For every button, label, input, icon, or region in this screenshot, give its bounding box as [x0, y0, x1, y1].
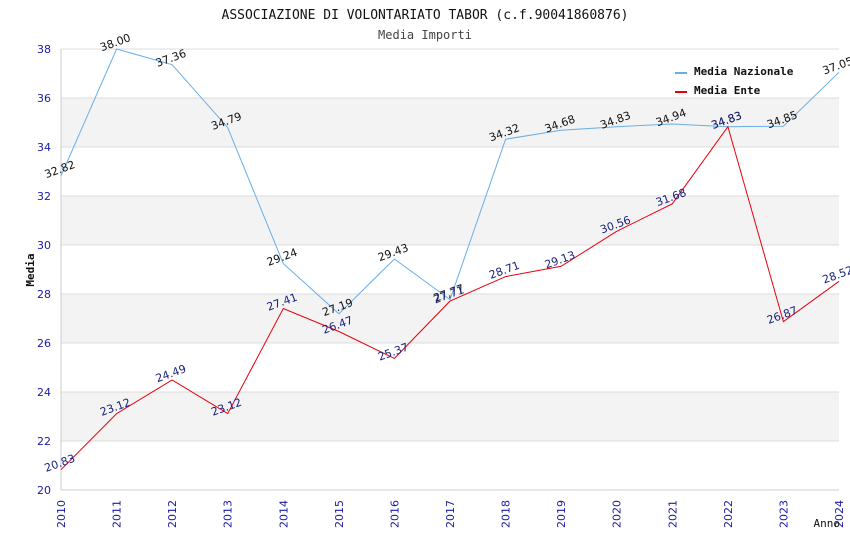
data-label: 28.52: [821, 263, 850, 286]
data-label: 28.71: [487, 259, 521, 282]
x-tick-label: 2014: [277, 500, 290, 528]
y-tick-label: 30: [37, 239, 51, 252]
gridlines: [61, 48, 839, 491]
x-tick-label: 2022: [722, 500, 735, 528]
y-tick-label: 34: [37, 141, 51, 154]
x-tick-label: 2011: [111, 500, 124, 528]
data-label: 29.13: [543, 249, 577, 272]
y-tick-label: 24: [37, 386, 51, 399]
background-bands: [61, 98, 839, 441]
y-tick-label: 32: [37, 190, 51, 203]
grid-band: [61, 98, 839, 147]
chart-subtitle: Media Importi: [378, 28, 472, 42]
x-tick-label: 2010: [55, 500, 68, 528]
grid-band: [61, 392, 839, 441]
series-lines: [60, 48, 840, 471]
x-tick-label: 2018: [500, 500, 513, 528]
x-tick-label: 2021: [666, 500, 679, 528]
x-tick-label: 2015: [333, 500, 346, 528]
x-tick-label: 2024: [833, 500, 846, 528]
x-tick-label: 2017: [444, 500, 457, 528]
x-tick-label: 2016: [388, 500, 401, 528]
data-label: 29.24: [265, 246, 299, 269]
data-label: 37.36: [154, 47, 188, 70]
y-tick-label: 28: [37, 288, 51, 301]
series-line-media-nazionale: [60, 48, 840, 315]
y-axis-label: Media: [24, 253, 37, 286]
chart-title: ASSOCIAZIONE DI VOLONTARIATO TABOR (c.f.…: [222, 8, 629, 23]
grid-band: [61, 294, 839, 343]
y-tick-label: 26: [37, 337, 51, 350]
y-tick-label: 36: [37, 92, 51, 105]
x-tick-label: 2019: [555, 500, 568, 528]
y-tick-labels: 20 22 24 26 28 30 32 34 36 38: [37, 43, 51, 497]
x-tick-label: 2012: [166, 500, 179, 528]
legend-label-media-ente: Media Ente: [694, 84, 761, 97]
data-label: 24.49: [154, 362, 188, 385]
x-tick-label: 2020: [611, 500, 624, 528]
data-label: 25.37: [376, 341, 410, 364]
data-label: 32.82: [43, 158, 77, 181]
x-tick-label: 2023: [777, 500, 790, 528]
y-tick-label: 22: [37, 435, 51, 448]
legend: Media Nazionale Media Ente: [675, 65, 794, 97]
x-tick-labels: 2010 2011 2012 2013 2014 2015 2016 2017 2018 2019…: [55, 500, 846, 528]
x-axis-label: Anno: [814, 517, 841, 530]
axes: [60, 49, 839, 491]
y-tick-label: 38: [37, 43, 51, 56]
x-tick-label: 2013: [222, 500, 235, 528]
legend-label-media-nazionale: Media Nazionale: [694, 65, 794, 78]
series-line-media-ente: [60, 125, 840, 471]
y-tick-label: 20: [37, 484, 51, 497]
data-label: 37.05: [821, 54, 850, 77]
data-label: 20.83: [43, 452, 77, 475]
grid-band: [61, 196, 839, 245]
